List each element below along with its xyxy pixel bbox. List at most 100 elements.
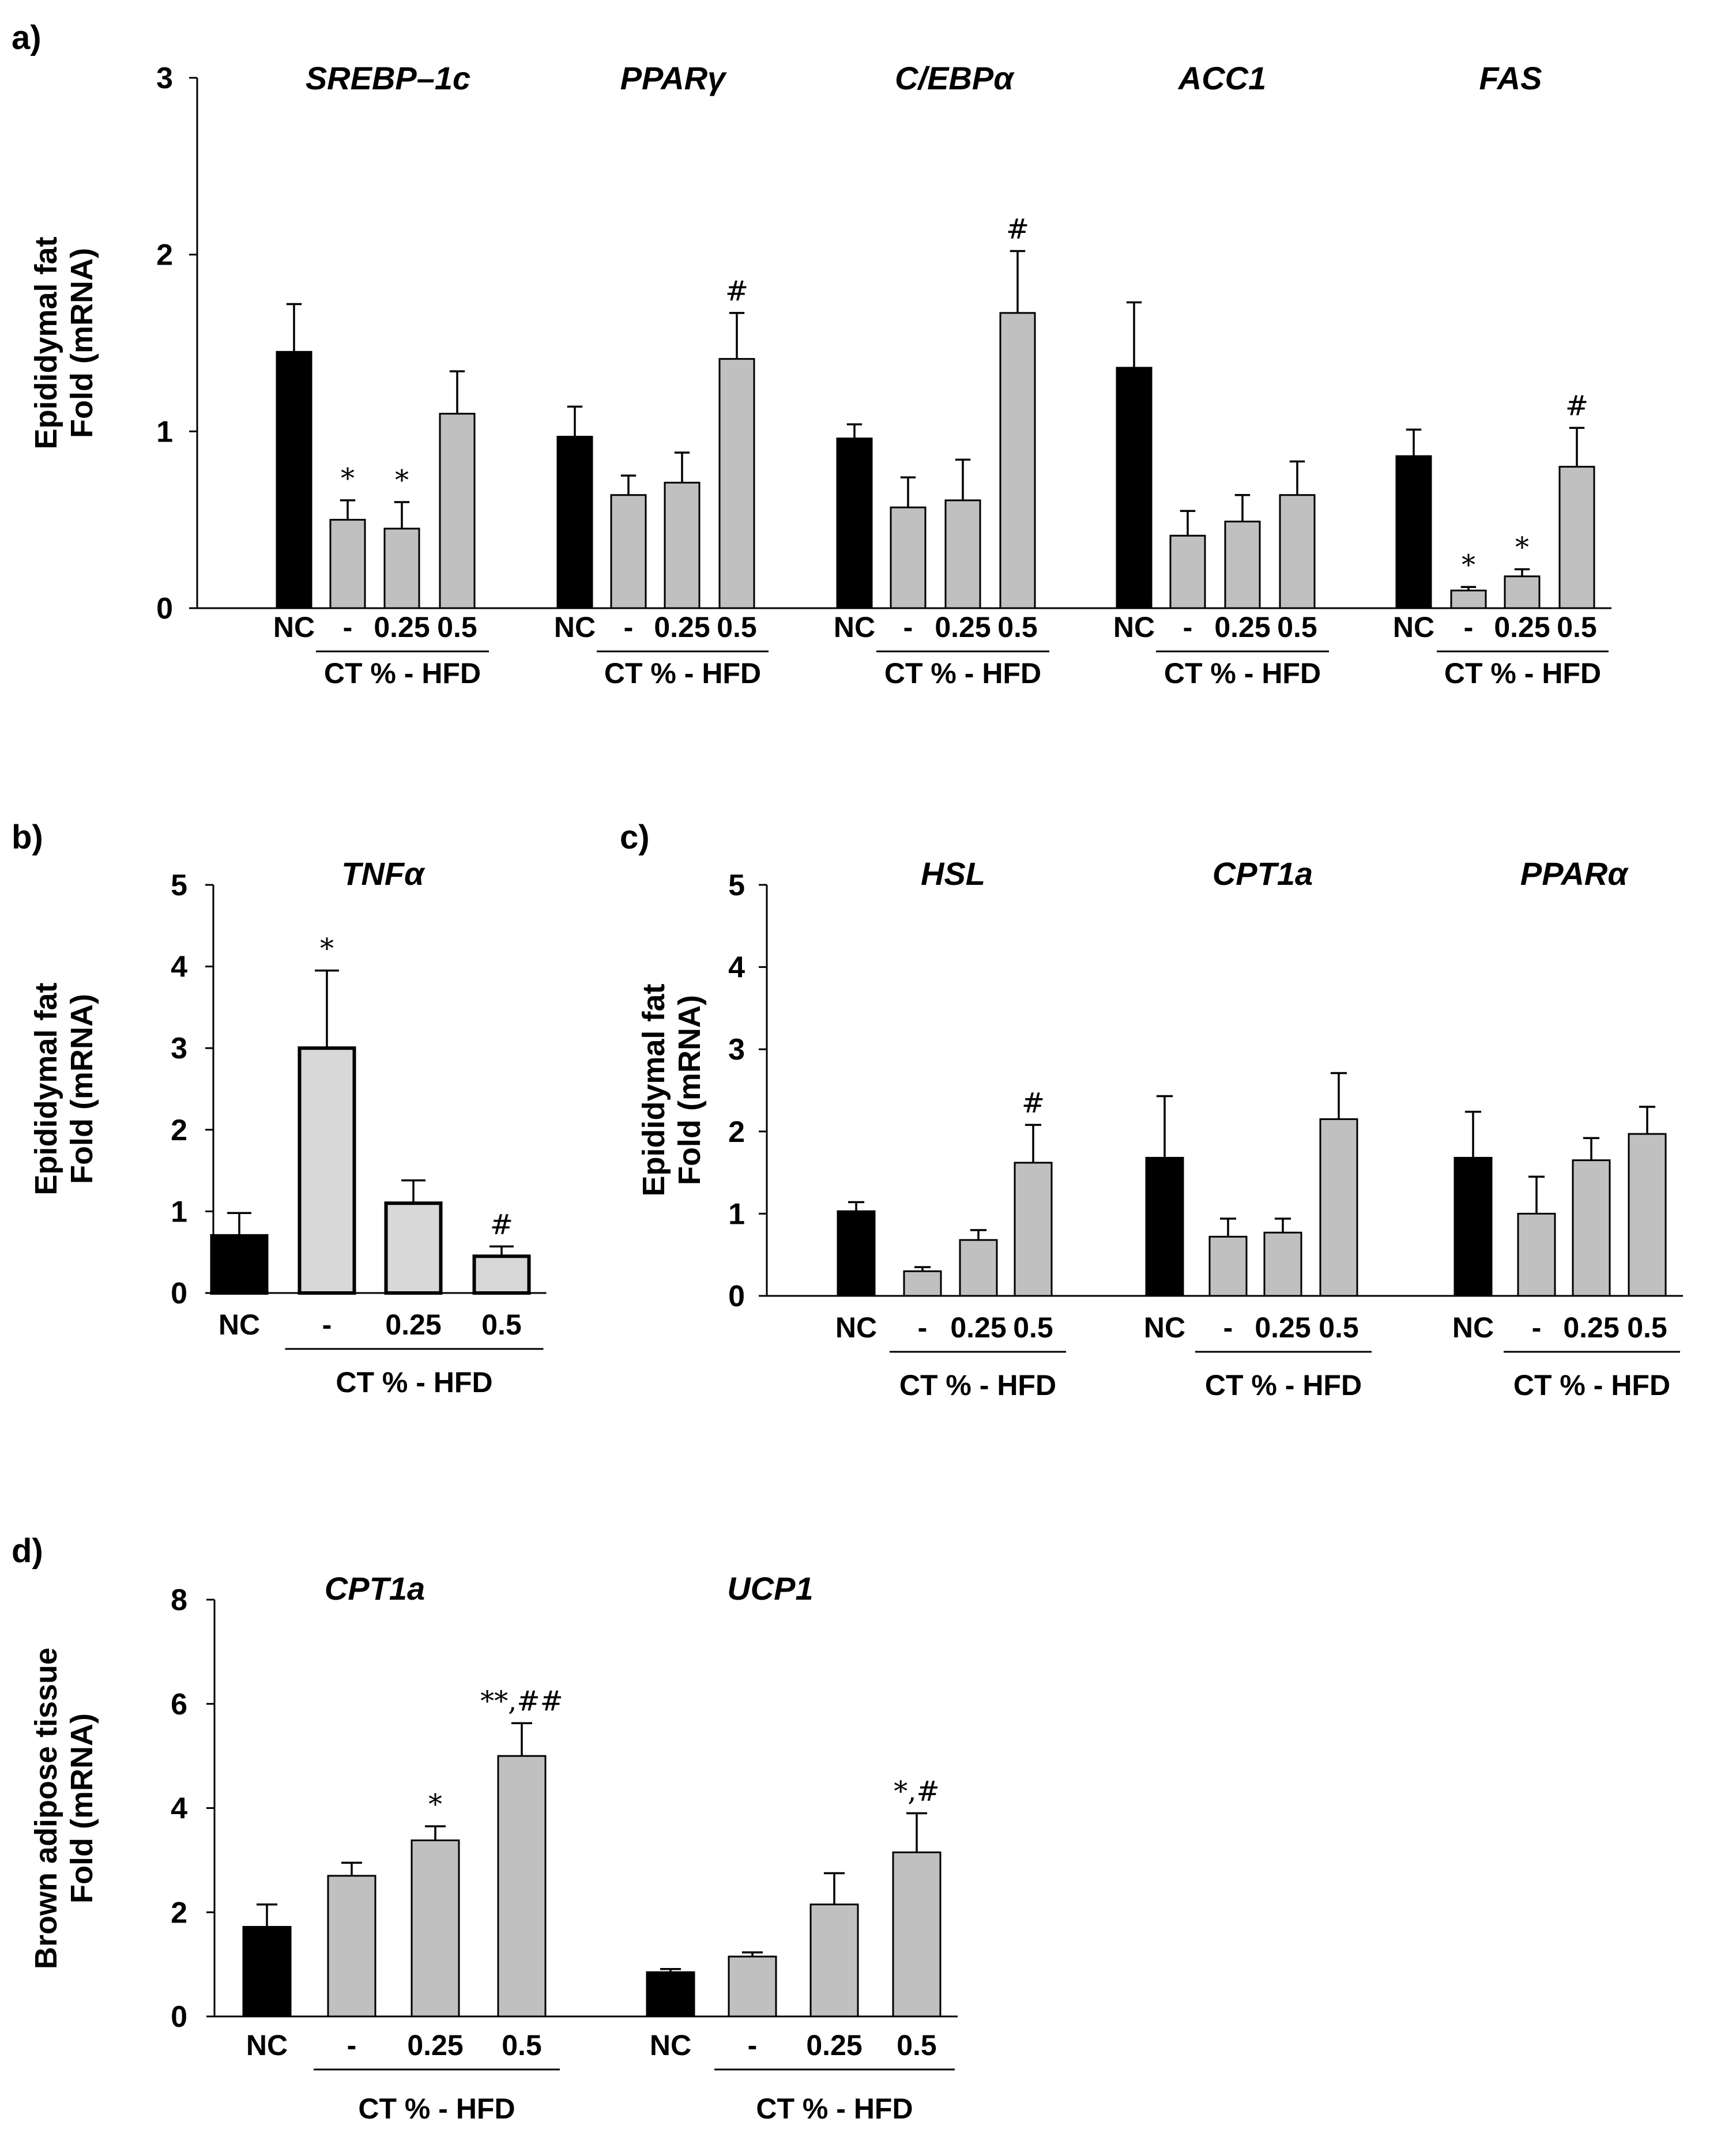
panel-a: a) Epididymal fat Fold (mRNA) 0 1 2 3 SREBP–1c N… <box>12 19 1611 689</box>
significance-marker: * <box>428 1788 442 1820</box>
y-tick-label: 0 <box>728 1280 745 1313</box>
category-label: 0.25 <box>374 611 430 643</box>
y-tick-label: 5 <box>171 869 187 902</box>
bar <box>556 436 593 609</box>
category-label: - <box>1183 611 1193 643</box>
category-label: 0.25 <box>935 611 991 643</box>
category-label: 0.25 <box>1214 611 1270 643</box>
significance-marker: * <box>341 462 355 495</box>
bar <box>646 1971 695 2018</box>
y-axis-label: Epididymal fat <box>29 982 63 1195</box>
category-label: - <box>903 611 913 643</box>
bar <box>1517 1212 1556 1297</box>
group-label: CT % - HFD <box>324 657 481 689</box>
significance-marker: * <box>395 464 409 496</box>
y-tick-label: 2 <box>156 239 173 272</box>
bar <box>1572 1159 1611 1297</box>
y-tick-label: 0 <box>156 592 173 625</box>
gene-title: TNFα <box>341 855 425 892</box>
category-label: 0.5 <box>717 611 757 643</box>
y-axis-label: Epididymal fat <box>637 983 671 1196</box>
gene-title: ACC1 <box>1177 60 1266 96</box>
y-tick-label: 6 <box>171 1688 187 1721</box>
bar <box>383 527 420 609</box>
category-label: 0.5 <box>1277 611 1317 643</box>
panel-label: b) <box>12 819 43 856</box>
category-label: - <box>1532 1311 1542 1344</box>
bar <box>610 494 647 609</box>
bar <box>1319 1118 1358 1297</box>
y-axis-label: Fold (mRNA) <box>65 994 99 1184</box>
bar <box>959 1239 998 1297</box>
bar <box>1224 521 1261 609</box>
bar <box>728 1955 777 2018</box>
category-label: - <box>347 2029 357 2061</box>
category-label: 0.25 <box>654 611 710 643</box>
bar <box>1504 575 1541 609</box>
category-label: NC <box>1452 1311 1494 1344</box>
y-tick-label: 1 <box>156 415 173 448</box>
category-label: NC <box>246 2029 288 2061</box>
bar <box>327 1875 376 2018</box>
bar <box>837 1210 876 1297</box>
bar <box>1116 367 1153 609</box>
group-label: CT % - HFD <box>1164 657 1321 689</box>
bar <box>903 1270 942 1297</box>
y-tick-label: 8 <box>171 1584 187 1617</box>
gene-title: HSL <box>921 855 985 892</box>
panel-label: c) <box>620 819 650 856</box>
y-tick-label: 4 <box>171 951 187 984</box>
bar <box>1453 1156 1493 1297</box>
y-tick-label: 3 <box>171 1032 187 1065</box>
group-label: CT % - HFD <box>884 657 1041 689</box>
gene-title: SREBP–1c <box>306 60 470 96</box>
category-label: NC <box>835 1311 877 1344</box>
category-label: - <box>322 1309 332 1341</box>
bar <box>718 358 755 609</box>
bar <box>1395 455 1432 609</box>
y-tick-label: 2 <box>171 1114 187 1147</box>
bar <box>384 1201 443 1295</box>
bar <box>472 1254 531 1295</box>
gene-title: C/EBPα <box>895 60 1015 96</box>
bar <box>210 1234 269 1295</box>
significance-marker: * <box>320 933 334 965</box>
y-tick-label: 0 <box>171 2000 187 2034</box>
bar <box>1208 1235 1248 1297</box>
significance-marker: **,## <box>480 1685 563 1717</box>
gene-title: PPARα <box>1520 855 1629 892</box>
y-tick-label: 3 <box>728 1033 745 1066</box>
y-tick-label: 1 <box>171 1195 187 1228</box>
gene-title: PPARγ <box>620 60 727 96</box>
category-label: 0.5 <box>1013 1311 1053 1344</box>
y-axis-label: Epididymal fat <box>29 236 63 449</box>
group-label: CT % - HFD <box>1205 1369 1362 1401</box>
group-label: CT % - HFD <box>899 1369 1056 1401</box>
category-label: 0.25 <box>1494 611 1550 643</box>
bar <box>664 481 701 609</box>
category-label: 0.5 <box>1557 611 1597 643</box>
gene-title: UCP1 <box>727 1570 813 1607</box>
significance-marker: * <box>1515 531 1529 564</box>
y-axis-label: Fold (mRNA) <box>672 995 707 1185</box>
y-tick-label: 0 <box>171 1277 187 1310</box>
significance-marker: * <box>1462 549 1475 581</box>
y-tick-label: 5 <box>728 869 745 902</box>
y-tick-label: 2 <box>728 1115 745 1149</box>
group-label: CT % - HFD <box>358 2093 515 2125</box>
group-label: CT % - HFD <box>336 1366 492 1398</box>
y-axis-label: Brown adipose tissue <box>29 1648 63 1969</box>
y-tick-label: 3 <box>156 62 173 95</box>
bar <box>944 499 981 609</box>
category-label: NC <box>1393 611 1434 643</box>
category-label: - <box>748 2029 758 2061</box>
bar <box>1279 494 1316 609</box>
significance-marker: # <box>1006 213 1029 246</box>
category-label: - <box>918 1311 928 1344</box>
bar <box>439 413 476 609</box>
group-label: CT % - HFD <box>1444 657 1601 689</box>
category-label: 0.25 <box>407 2029 463 2061</box>
category-label: - <box>1223 1311 1233 1344</box>
category-label: NC <box>273 611 315 643</box>
gene-title: CPT1a <box>325 1570 425 1607</box>
